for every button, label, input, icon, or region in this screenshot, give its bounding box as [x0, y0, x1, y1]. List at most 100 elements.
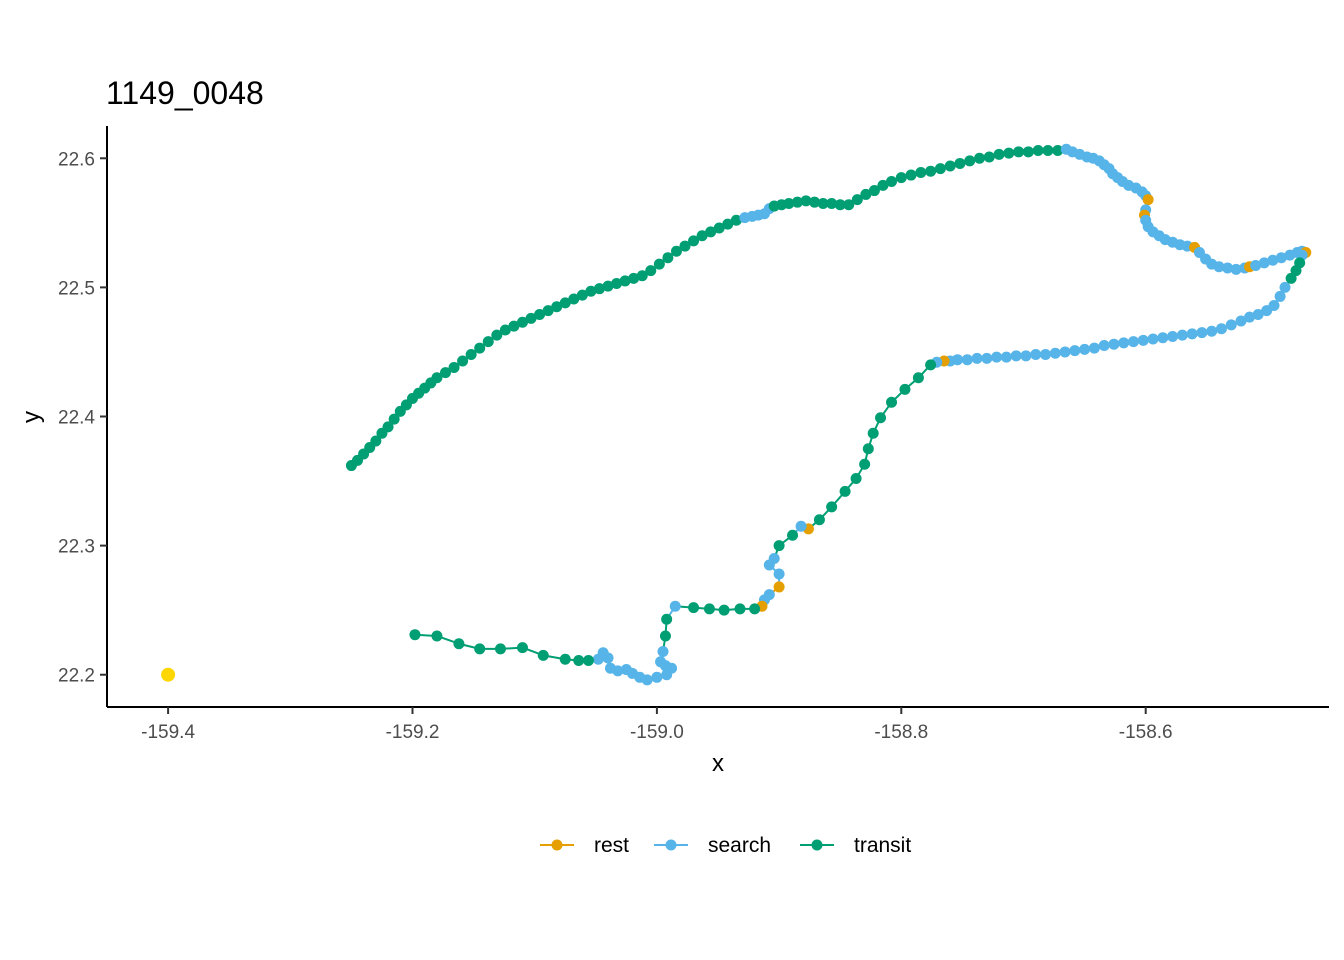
track-point-search: [1098, 339, 1110, 351]
track-point-search: [1222, 262, 1234, 274]
y-tick-label: 22.4: [58, 408, 95, 429]
track-point-transit: [964, 155, 976, 167]
x-tick-label: -159.0: [630, 722, 684, 743]
track-point-search: [1079, 343, 1091, 355]
x-tick-label: -159.2: [386, 722, 440, 743]
track-point-transit: [734, 603, 746, 615]
track-point-transit: [653, 258, 665, 270]
track-point-transit: [974, 152, 986, 164]
track-point-transit: [465, 349, 477, 361]
track-point-transit: [409, 629, 421, 641]
x-axis-ticks: -159.4 -159.2 -159.0 -158.8 -158.6: [141, 707, 1173, 743]
legend-label: transit: [854, 834, 911, 857]
track-point-transit: [1003, 147, 1015, 159]
track-point-transit: [905, 169, 917, 181]
track-point-rest: [1142, 194, 1154, 206]
y-tick-label: 22.5: [58, 278, 95, 299]
track-point-search: [651, 671, 663, 683]
track-point-search: [1261, 305, 1273, 317]
track-point-transit: [954, 157, 966, 169]
track-point-transit: [912, 372, 924, 384]
track-point-rest: [773, 581, 785, 593]
track-point-search: [1157, 332, 1169, 344]
track-point-transit: [370, 435, 382, 447]
track-point-transit: [611, 278, 623, 290]
track-point-transit: [542, 305, 554, 317]
track-point-transit: [516, 642, 528, 654]
track-point-transit: [817, 197, 829, 209]
track-point-transit: [925, 359, 937, 371]
track-point-transit: [851, 194, 863, 206]
legend-label: search: [708, 834, 771, 857]
track-point-search: [773, 568, 785, 580]
track-point-search: [1059, 346, 1071, 358]
track-point-search: [763, 559, 775, 571]
legend: rest search transit: [540, 834, 911, 857]
track-point-transit: [636, 270, 648, 282]
legend-key-point: [665, 839, 677, 851]
track-point-transit: [661, 613, 673, 625]
track-point-transit: [773, 540, 785, 552]
track-point-search: [1118, 337, 1130, 349]
track-point-transit: [1285, 272, 1297, 284]
y-axis-ticks: 22.2 22.3 22.4 22.5 22.6: [58, 149, 107, 687]
x-tick-label: -158.6: [1119, 722, 1173, 743]
track-point-transit: [482, 336, 494, 348]
track-point-transit: [1022, 146, 1034, 158]
track-point-transit: [696, 230, 708, 242]
legend-key-point: [811, 839, 823, 851]
legend-item-transit: transit: [800, 834, 911, 857]
track-point-transit: [925, 165, 937, 177]
track-point-search: [1275, 252, 1287, 264]
track-point-transit: [1032, 145, 1044, 157]
track-point-transit: [1013, 146, 1025, 158]
track-point-transit: [602, 280, 614, 292]
track-point-search: [1020, 350, 1032, 362]
track-point-search: [1039, 349, 1051, 361]
track-point-transit: [783, 197, 795, 209]
track-point-transit: [868, 185, 880, 197]
track-point-search: [1049, 347, 1061, 359]
track-point-transit: [508, 320, 520, 332]
track-point-search: [1167, 330, 1179, 342]
track-point-search: [1186, 328, 1198, 340]
track-point-search: [604, 662, 616, 674]
track-point-transit: [899, 383, 911, 395]
track-point-transit: [516, 316, 528, 328]
track-point-transit: [713, 222, 725, 234]
track-point-transit: [886, 396, 898, 408]
track-point-search: [1137, 334, 1149, 346]
track-point-transit: [934, 163, 946, 175]
track-point-transit: [895, 172, 907, 184]
track-point-transit: [875, 412, 887, 424]
track-point-transit: [382, 421, 394, 433]
track-point-transit: [791, 196, 803, 208]
y-tick-label: 22.3: [58, 537, 95, 558]
track-point-transit: [499, 324, 511, 336]
track-point-search: [981, 352, 993, 364]
track-point-transit: [559, 653, 571, 665]
track-point-transit: [431, 630, 443, 642]
track-point-search: [1235, 315, 1247, 327]
track-point-search: [961, 354, 973, 366]
track-point-transit: [862, 443, 874, 455]
track-point-search: [1206, 325, 1218, 337]
track-point-transit: [491, 329, 503, 341]
track-point-search: [1225, 319, 1237, 331]
track-point-search: [1250, 259, 1262, 271]
track-point-transit: [809, 196, 821, 208]
track-point-transit: [474, 342, 486, 354]
track-point-search: [1147, 333, 1159, 345]
y-tick-label: 22.2: [58, 666, 95, 687]
track-point-transit: [722, 218, 734, 230]
track-point-transit: [551, 301, 563, 313]
track-point-search: [795, 520, 807, 532]
y-tick-label: 22.6: [58, 149, 95, 170]
track-point-transit: [839, 485, 851, 497]
legend-item-search: search: [654, 834, 771, 857]
track-point-search: [1196, 327, 1208, 339]
track-point-transit: [534, 309, 546, 321]
x-axis-title: x: [712, 750, 724, 777]
track-point-search: [1215, 323, 1227, 335]
track-point-transit: [559, 297, 571, 309]
